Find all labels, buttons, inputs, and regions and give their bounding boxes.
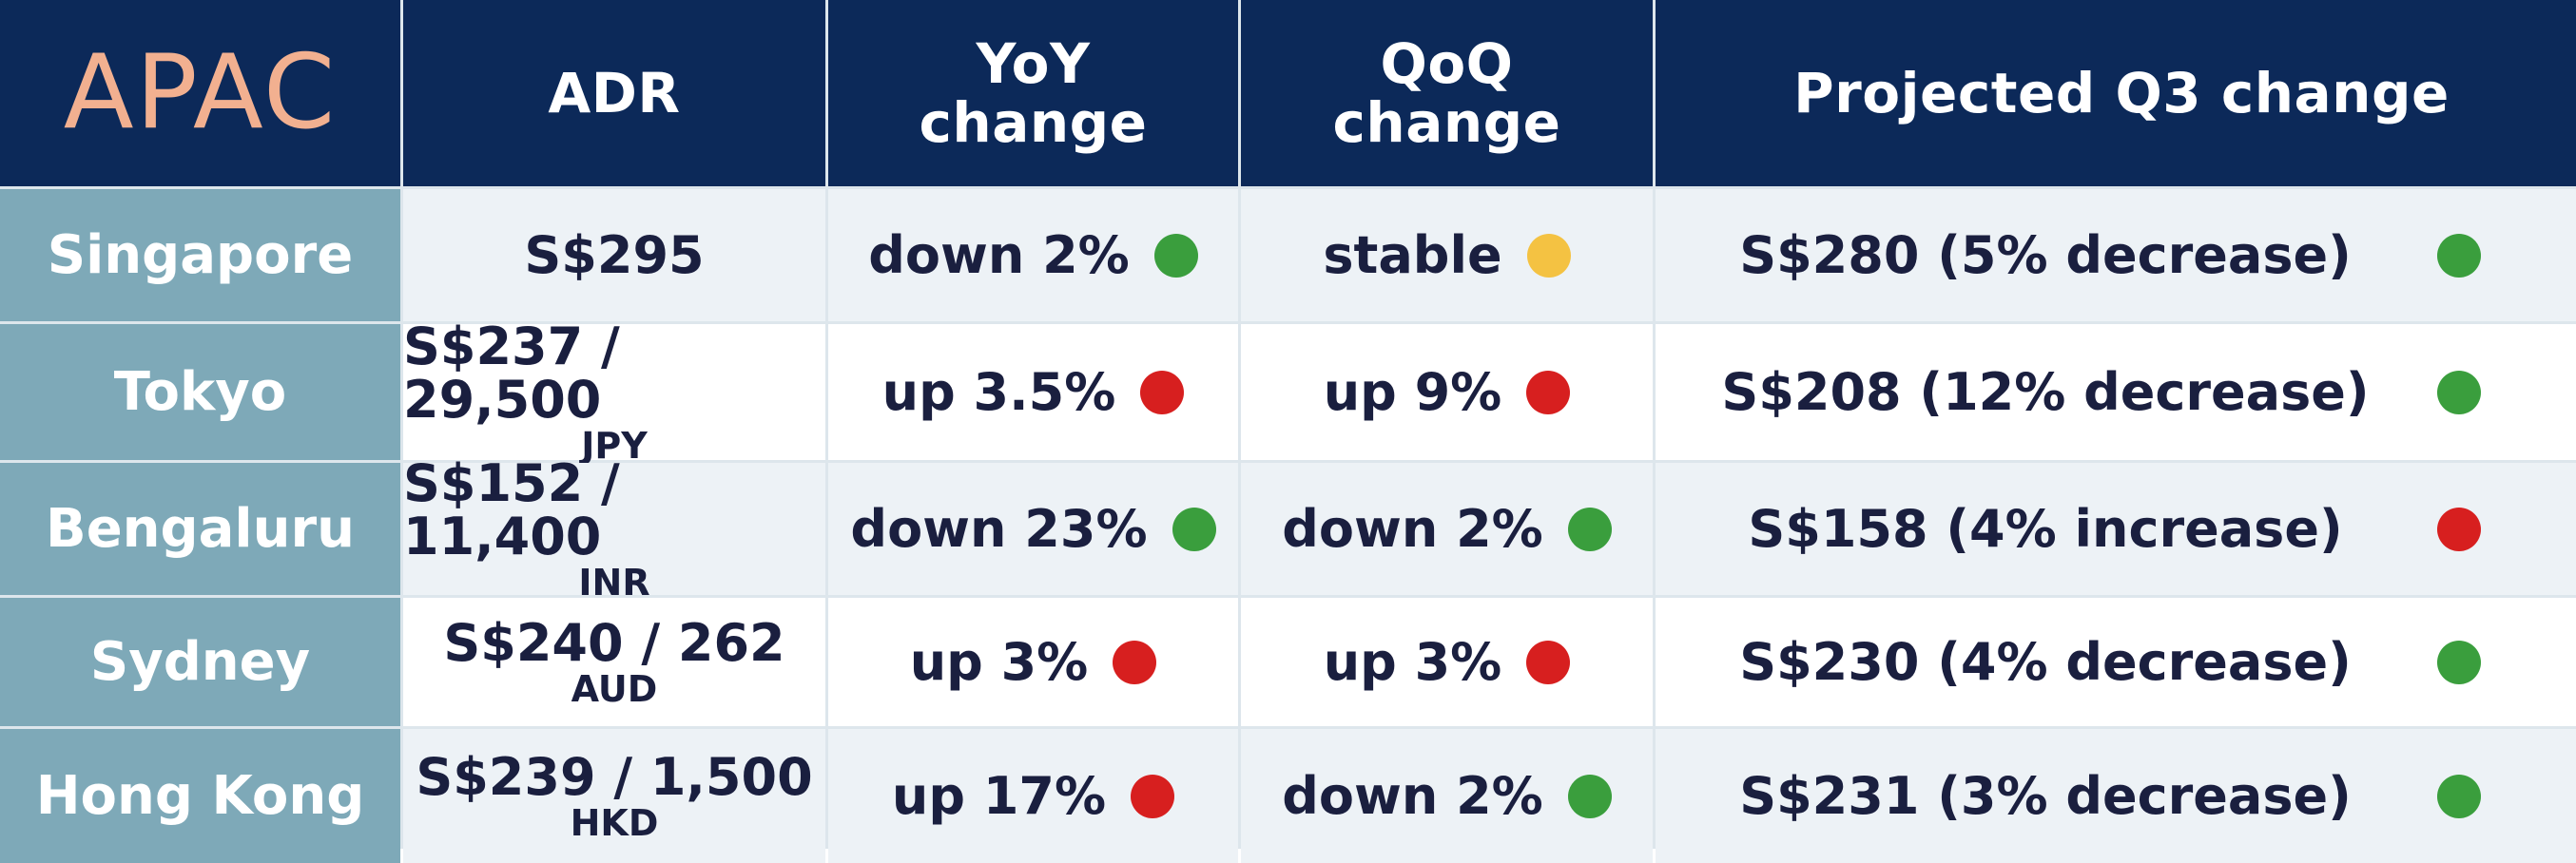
status-dot-icon xyxy=(1526,640,1571,684)
adr-value: S$295 xyxy=(524,224,705,285)
projected-value: S$230 (4% decrease) xyxy=(1739,632,2352,692)
city-cell: Tokyo xyxy=(0,324,400,460)
status-dot-icon xyxy=(1526,370,1571,414)
status-dot-icon xyxy=(2437,233,2481,278)
yoy-cell: down 2% xyxy=(828,189,1238,321)
qoq-header: QoQ change xyxy=(1241,0,1653,186)
qoq-header-line2: change xyxy=(1332,90,1561,155)
qoq-cell: stable xyxy=(1241,189,1653,321)
yoy-value: up 17% xyxy=(891,766,1107,826)
status-dot-icon xyxy=(1113,640,1157,684)
yoy-header-line1: YoY xyxy=(976,31,1091,96)
adr-cell: S$240 / 262 AUD xyxy=(403,598,825,726)
projected-cell: S$231 (3% decrease) xyxy=(1656,729,2576,863)
qoq-value: up 9% xyxy=(1323,362,1502,422)
yoy-header: YoY change xyxy=(828,0,1238,186)
adr-value: S$152 / 11,400 xyxy=(403,452,620,566)
adr-cell: S$239 / 1,500 HKD xyxy=(403,729,825,863)
adr-value: S$240 / 262 xyxy=(443,612,785,673)
status-dot-icon xyxy=(1526,233,1571,278)
adr-currency: AUD xyxy=(571,667,658,710)
yoy-value: down 2% xyxy=(868,225,1130,285)
yoy-cell: up 3.5% xyxy=(828,324,1238,460)
city-cell: Hong Kong xyxy=(0,729,400,863)
yoy-value: down 23% xyxy=(850,499,1148,559)
adr-value: S$239 / 1,500 xyxy=(416,746,813,807)
projected-value: S$280 (5% decrease) xyxy=(1739,225,2352,285)
qoq-value: up 3% xyxy=(1323,632,1502,692)
projected-value: S$231 (3% decrease) xyxy=(1739,766,2352,826)
adr-value: S$237 / 29,500 xyxy=(403,316,620,430)
status-dot-icon xyxy=(1567,507,1612,551)
yoy-header-line2: change xyxy=(919,90,1148,155)
qoq-cell: up 3% xyxy=(1241,598,1653,726)
city-cell: Sydney xyxy=(0,598,400,726)
projected-header: Projected Q3 change xyxy=(1656,0,2576,186)
status-dot-icon xyxy=(2437,774,2481,818)
qoq-cell: up 9% xyxy=(1241,324,1653,460)
projected-cell: S$208 (12% decrease) xyxy=(1656,324,2576,460)
projected-value: S$158 (4% increase) xyxy=(1748,499,2343,559)
qoq-value: stable xyxy=(1323,225,1502,285)
region-header: APAC xyxy=(0,0,400,186)
city-cell: Singapore xyxy=(0,189,400,321)
projected-cell: S$158 (4% increase) xyxy=(1656,463,2576,595)
status-dot-icon xyxy=(2437,370,2481,414)
status-dot-icon xyxy=(1172,507,1216,551)
city-cell: Bengaluru xyxy=(0,463,400,595)
projected-cell: S$280 (5% decrease) xyxy=(1656,189,2576,321)
status-dot-icon xyxy=(2437,507,2481,551)
status-dot-icon xyxy=(2437,640,2481,684)
yoy-cell: up 3% xyxy=(828,598,1238,726)
yoy-cell: up 17% xyxy=(828,729,1238,863)
adr-cell: S$152 / 11,400 INR xyxy=(403,456,825,602)
adr-cell: S$295 xyxy=(403,189,825,321)
yoy-value: up 3.5% xyxy=(881,362,1116,422)
yoy-value: up 3% xyxy=(909,632,1089,692)
status-dot-icon xyxy=(1153,233,1198,278)
qoq-header-line1: QoQ xyxy=(1380,31,1514,96)
qoq-cell: down 2% xyxy=(1241,463,1653,595)
yoy-cell: down 23% xyxy=(828,463,1238,595)
qoq-cell: down 2% xyxy=(1241,729,1653,863)
status-dot-icon xyxy=(1140,370,1185,414)
status-dot-icon xyxy=(1131,774,1175,818)
qoq-value: down 2% xyxy=(1282,499,1543,559)
status-dot-icon xyxy=(1567,774,1612,818)
qoq-value: down 2% xyxy=(1282,766,1543,826)
projected-value: S$208 (12% decrease) xyxy=(1721,362,2370,422)
adr-currency: INR xyxy=(578,561,650,604)
projected-cell: S$230 (4% decrease) xyxy=(1656,598,2576,726)
adr-currency: JPY xyxy=(581,424,648,467)
adr-cell: S$237 / 29,500 JPY xyxy=(403,319,825,465)
adr-header: ADR xyxy=(403,0,825,186)
adr-currency: HKD xyxy=(570,801,659,844)
